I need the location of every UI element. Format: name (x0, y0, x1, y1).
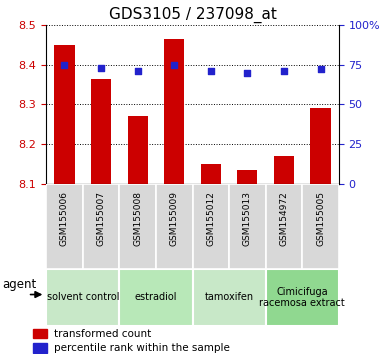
Point (171, 62, 177, 67)
Text: GSM155005: GSM155005 (316, 191, 325, 246)
Bar (33, 329, 47, 338)
Bar (192, 269, 266, 326)
Bar (302, 184, 339, 269)
Bar (201, 164, 221, 184)
Bar (274, 156, 294, 184)
Point (281, 68, 287, 74)
Text: percentile rank within the sample: percentile rank within the sample (54, 343, 230, 353)
Text: GSM155008: GSM155008 (133, 191, 142, 246)
Text: estradiol: estradiol (135, 292, 177, 302)
Point (61, 62, 68, 67)
Bar (54, 45, 75, 184)
Text: GSM155009: GSM155009 (170, 191, 179, 246)
Bar (83, 184, 119, 269)
Title: GDS3105 / 237098_at: GDS3105 / 237098_at (109, 7, 276, 23)
Bar (46, 269, 119, 326)
Bar (156, 184, 192, 269)
Point (135, 68, 141, 74)
Point (98, 65, 104, 70)
Bar (33, 343, 47, 353)
Text: Cimicifuga
racemosa extract: Cimicifuga racemosa extract (259, 286, 345, 308)
Text: solvent control: solvent control (47, 292, 119, 302)
Text: GSM155006: GSM155006 (60, 191, 69, 246)
Bar (164, 39, 184, 184)
Bar (237, 170, 258, 184)
Text: GSM154972: GSM154972 (280, 191, 288, 246)
Text: GSM155007: GSM155007 (97, 191, 105, 246)
Bar (266, 269, 339, 326)
Point (208, 68, 214, 74)
Bar (310, 108, 331, 184)
Bar (127, 116, 148, 184)
Bar (119, 269, 192, 326)
Text: GSM155013: GSM155013 (243, 191, 252, 246)
Point (318, 67, 324, 72)
Text: agent: agent (2, 278, 37, 291)
Bar (91, 79, 111, 184)
Bar (266, 184, 302, 269)
Bar (192, 184, 229, 269)
Bar (229, 184, 266, 269)
Text: transformed count: transformed count (54, 329, 151, 339)
Bar (46, 184, 83, 269)
Text: tamoxifen: tamoxifen (204, 292, 254, 302)
Bar (119, 184, 156, 269)
Text: GSM155012: GSM155012 (206, 191, 215, 246)
Point (244, 70, 251, 75)
